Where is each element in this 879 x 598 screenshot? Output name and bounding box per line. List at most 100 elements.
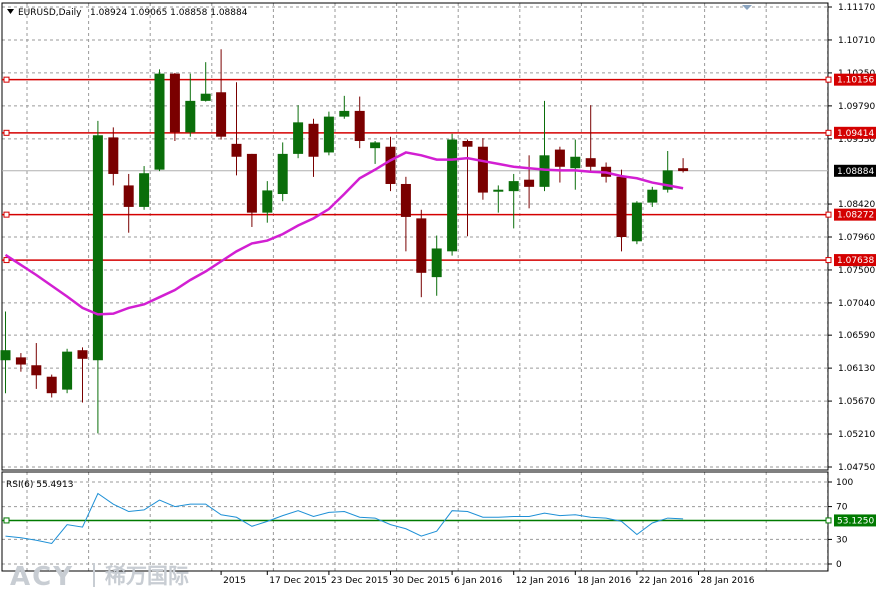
rsi-title: RSI(6) 55.4913 (6, 480, 73, 490)
candle[interactable] (431, 235, 442, 296)
candle-body (662, 170, 673, 190)
rsi-tick-label: 100 (836, 478, 853, 488)
candle[interactable] (216, 49, 227, 140)
candle-body (308, 123, 319, 157)
candle[interactable] (123, 173, 134, 233)
level-tag (834, 208, 876, 221)
candle[interactable] (185, 73, 196, 137)
candle-body (277, 153, 288, 195)
candle[interactable] (77, 347, 88, 403)
level-handle[interactable] (3, 257, 10, 264)
level-tag (834, 73, 876, 86)
candle-body (185, 100, 196, 133)
candle[interactable] (678, 158, 689, 173)
candle-body (616, 176, 627, 237)
candle[interactable] (493, 185, 504, 213)
candle[interactable] (200, 62, 211, 102)
candle[interactable] (308, 118, 319, 177)
level-handle[interactable] (825, 129, 832, 136)
candle[interactable] (139, 166, 150, 210)
candle-body (139, 173, 150, 207)
rsi-tick-label: 70 (836, 503, 848, 513)
candle[interactable] (416, 209, 427, 298)
shift-arrow-icon[interactable] (742, 5, 752, 10)
candle-body (370, 142, 381, 149)
logo-text-cn: 稀万国际 (105, 564, 189, 588)
level-tag-label: 1.08272 (837, 211, 874, 221)
rsi-level-handle[interactable] (825, 517, 832, 524)
rsi-level-tag (834, 514, 876, 527)
date-label: 30 Dec 2015 (393, 576, 451, 586)
candle-body (92, 135, 103, 361)
candle[interactable] (554, 146, 565, 183)
candle[interactable] (0, 311, 11, 394)
level-handle[interactable] (3, 129, 10, 136)
candle-body (262, 190, 273, 213)
candle-body (339, 110, 350, 117)
candle[interactable] (46, 374, 57, 398)
date-label: 18 Jan 2016 (577, 576, 631, 586)
candle[interactable] (323, 111, 334, 156)
logo-text: ACY (10, 562, 74, 592)
date-label: 6 Jan 2016 (454, 576, 502, 586)
logo-divider (93, 563, 95, 587)
candle[interactable] (400, 176, 411, 252)
candle-body (447, 139, 458, 252)
level-tag-label: 1.09414 (837, 129, 874, 139)
moving-average-line (4, 151, 684, 316)
tick-label: 1.06130 (838, 364, 875, 374)
candle[interactable] (524, 155, 535, 209)
candle[interactable] (477, 138, 488, 200)
candle[interactable] (385, 136, 396, 192)
candle[interactable] (277, 142, 288, 202)
candle[interactable] (31, 343, 42, 389)
candle[interactable] (462, 139, 473, 237)
candle[interactable] (508, 173, 519, 229)
candle[interactable] (92, 120, 103, 434)
candle[interactable] (246, 153, 257, 227)
tick-label: 1.07040 (838, 299, 875, 309)
candle-body (154, 73, 165, 170)
chevron-down-icon[interactable] (7, 9, 14, 14)
candle[interactable] (585, 105, 596, 172)
level-handle[interactable] (3, 211, 10, 218)
candle-body (539, 155, 550, 187)
candle[interactable] (262, 181, 273, 223)
tick-label: 1.05670 (838, 397, 875, 407)
candle[interactable] (293, 105, 304, 159)
ohlc-values: 1.08924 1.09065 1.08858 1.08884 (90, 8, 248, 18)
level-handle[interactable] (825, 76, 832, 83)
candle[interactable] (154, 69, 165, 172)
tick-label: 1.04750 (838, 463, 875, 473)
candle[interactable] (447, 133, 458, 256)
candle[interactable] (62, 348, 73, 394)
symbol-title: EURUSD,Daily (18, 8, 82, 18)
candle[interactable] (15, 353, 26, 372)
tick-label: 1.11170 (838, 3, 875, 13)
level-handle[interactable] (825, 211, 832, 218)
candle[interactable] (539, 100, 550, 192)
candle-body (678, 168, 689, 172)
candle[interactable] (169, 72, 180, 141)
rsi-axis: 100 70 30 0 (828, 478, 853, 570)
level-handle[interactable] (3, 76, 10, 83)
candle-body (493, 189, 504, 192)
tick-label: 1.05210 (838, 430, 875, 440)
candle[interactable] (631, 201, 642, 245)
candle-body (293, 122, 304, 154)
rsi-level-handle[interactable] (3, 517, 10, 524)
candle[interactable] (108, 127, 119, 186)
candle[interactable] (370, 140, 381, 164)
candle-body (462, 140, 473, 147)
candle[interactable] (231, 82, 242, 176)
candle[interactable] (570, 139, 581, 190)
candle[interactable] (647, 186, 658, 207)
bid-tag (834, 164, 876, 177)
tick-label: 1.08420 (838, 200, 875, 210)
date-axis: 2015 17 Dec 2015 23 Dec 2015 30 Dec 2015 6 J… (220, 571, 755, 586)
candle[interactable] (354, 96, 365, 149)
candle[interactable] (339, 95, 350, 119)
level-handle[interactable] (825, 257, 832, 264)
candle[interactable] (616, 169, 627, 252)
candle-body (62, 351, 73, 390)
